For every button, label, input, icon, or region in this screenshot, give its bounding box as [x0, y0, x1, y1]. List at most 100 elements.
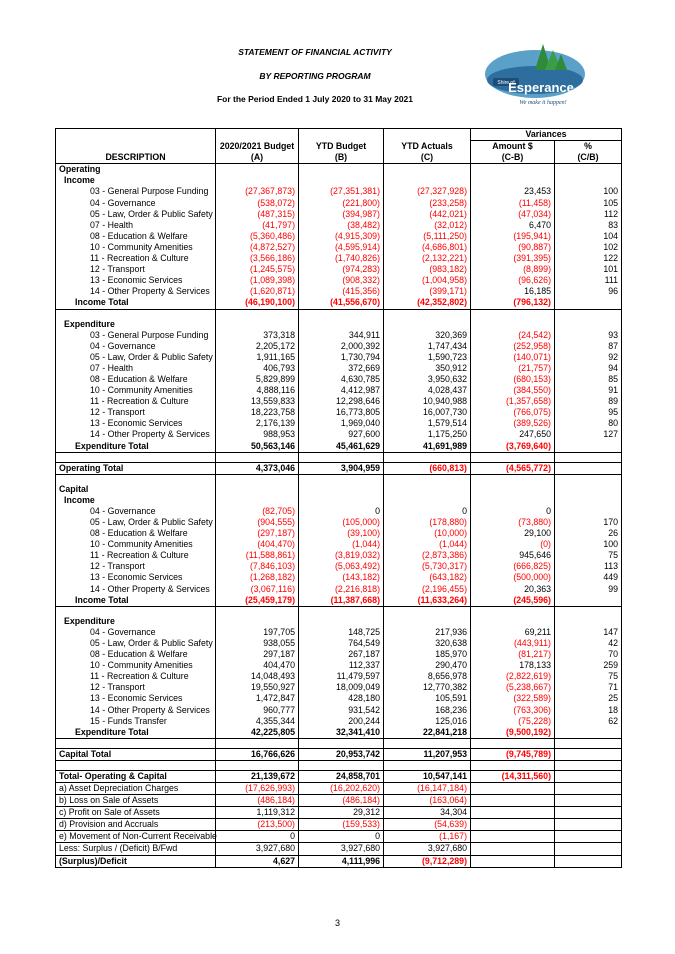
variance-amount-cell: 16,185: [470, 286, 555, 298]
budget-cell: (213,500): [215, 818, 299, 831]
ytd-budget-cell: 0: [298, 830, 384, 843]
row-description: 14 - Other Property & Services: [55, 429, 216, 441]
ytd-actuals-cell: (399,171): [383, 286, 471, 298]
ytd-actuals-cell: (2,873,386): [383, 550, 471, 562]
variance-percent-cell: 94: [554, 362, 622, 374]
budget-cell: 13,559,833: [215, 396, 299, 408]
header-row-columns: 2020/2021 Budget YTD Budget YTD Actuals …: [55, 140, 622, 153]
budget-cell: 4,888,116: [215, 385, 299, 397]
budget-cell: 404,470: [215, 660, 299, 672]
variance-amount-cell: [470, 818, 555, 831]
capital-expenditure-label: Expenditure: [55, 615, 622, 627]
variance-amount-cell: (9,500,192): [470, 726, 555, 739]
variance-amount-cell: (252,958): [470, 340, 555, 352]
variance-amount-cell: (195,941): [470, 230, 555, 242]
ytd-actuals-cell: (10,000): [383, 528, 471, 540]
ytd-budget-cell: 18,009,049: [298, 682, 384, 694]
col-ytd-budget-sub: (B): [298, 152, 384, 165]
table-row: 05 - Law, Order & Public Safety (487,315)…: [55, 208, 622, 220]
ytd-budget-cell: 29,312: [298, 806, 384, 819]
variance-amount-cell: [470, 854, 555, 868]
table-row: 10 - Community Amenities (4,872,527) (4,59…: [55, 241, 622, 254]
ytd-budget-cell: (11,387,668): [298, 594, 384, 607]
row-description: Capital Total: [55, 747, 216, 761]
budget-cell: 373,318: [215, 329, 299, 341]
budget-cell: 14,048,493: [215, 671, 299, 683]
table-row: Less: Surplus / (Deficit) B/Fwd 3,927,680…: [55, 842, 622, 856]
table-row: 05 - Law, Order & Public Safety (904,555)…: [55, 517, 622, 529]
col-percent-sub: (C/B): [554, 152, 622, 165]
row-description: 11 - Recreation & Culture: [55, 396, 216, 408]
row-description: 13 - Economic Services: [55, 418, 216, 430]
ytd-budget-cell: (39,100): [298, 528, 384, 540]
variance-percent-cell: 102: [554, 241, 622, 254]
spacer-row: [55, 738, 622, 749]
budget-cell: (404,470): [215, 539, 299, 551]
budget-cell: 1,472,847: [215, 693, 299, 705]
table-row: 14 - Other Property & Services 960,777 931…: [55, 704, 622, 716]
ytd-budget-cell: 267,187: [298, 649, 384, 661]
ytd-actuals-cell: (2,196,455): [383, 583, 471, 595]
row-description: b) Loss on Sale of Assets: [55, 794, 216, 807]
table-row: 07 - Health 406,793 372,669 350,912 (21,757)…: [55, 362, 622, 374]
variance-percent-cell: [554, 726, 622, 739]
variance-amount-cell: [470, 806, 555, 819]
col-ytd-actuals-header: YTD Actuals: [383, 140, 471, 153]
ytd-actuals-cell: 16,007,730: [383, 407, 471, 419]
ytd-actuals-cell: (27,327,928): [383, 186, 471, 198]
budget-cell: 21,139,672: [215, 769, 299, 783]
variance-percent-cell: 75: [554, 550, 622, 562]
col-ytd-budget-header: YTD Budget: [298, 140, 384, 153]
variance-amount-cell: (500,000): [470, 572, 555, 584]
ytd-budget-cell: (221,800): [298, 197, 384, 209]
ytd-budget-cell: (394,987): [298, 208, 384, 220]
ytd-actuals-cell: 12,770,382: [383, 682, 471, 694]
variance-amount-cell: (2,822,619): [470, 671, 555, 683]
spacer-row: [55, 309, 622, 319]
table-row: 08 - Education & Welfare 297,187 267,187 18…: [55, 649, 622, 661]
capital-expenditure-total-row: Expenditure Total 42,225,805 32,341,410 22,…: [55, 726, 622, 739]
ytd-budget-cell: 4,630,785: [298, 373, 384, 386]
budget-cell: (1,089,398): [215, 275, 299, 287]
ytd-budget-cell: 112,337: [298, 660, 384, 672]
ytd-actuals-cell: 0: [383, 505, 471, 517]
variance-amount-cell: [470, 830, 555, 843]
ytd-budget-cell: 2,000,392: [298, 340, 384, 352]
variance-percent-cell: 42: [554, 637, 622, 650]
variance-percent-cell: 85: [554, 373, 622, 386]
row-description: 10 - Community Amenities: [55, 660, 216, 672]
budget-cell: 297,187: [215, 649, 299, 661]
variance-amount-cell: (75,228): [470, 715, 555, 727]
budget-cell: (17,626,993): [215, 781, 299, 795]
ytd-actuals-cell: 10,547,141: [383, 769, 471, 783]
row-description: 14 - Other Property & Services: [55, 583, 216, 595]
variance-percent-cell: 80: [554, 418, 622, 430]
variance-amount-cell: 0: [470, 505, 555, 517]
row-description: 07 - Health: [55, 362, 216, 374]
row-description: 08 - Education & Welfare: [55, 373, 216, 386]
table-row: 11 - Recreation & Culture 13,559,833 12,29…: [55, 396, 622, 408]
variance-amount-cell: (443,911): [470, 637, 555, 650]
ytd-actuals-cell: 34,304: [383, 806, 471, 819]
row-description: (Surplus)/Deficit: [55, 854, 216, 868]
shire-of-esperance-logo: Shire of Esperance We make it happen!: [485, 44, 585, 106]
variance-percent-cell: [554, 781, 622, 795]
variance-percent-cell: 91: [554, 385, 622, 397]
budget-cell: (538,072): [215, 197, 299, 209]
table-row: 12 - Transport 19,550,927 18,009,049 12,770…: [55, 682, 622, 694]
row-description: c) Profit on Sale of Assets: [55, 806, 216, 819]
variance-amount-cell: (1,357,658): [470, 396, 555, 408]
row-description: 11 - Recreation & Culture: [55, 671, 216, 683]
table-row: 11 - Recreation & Culture (3,566,186) (1,7…: [55, 253, 622, 265]
capital-income-label: Income: [55, 494, 622, 506]
variance-percent-cell: 100: [554, 539, 622, 551]
variance-amount-cell: 29,100: [470, 528, 555, 540]
budget-cell: 4,373,046: [215, 461, 299, 475]
row-description: 10 - Community Amenities: [55, 539, 216, 551]
budget-cell: 2,176,139: [215, 418, 299, 430]
report-title: STATEMENT OF FINANCIAL ACTIVITY: [238, 47, 392, 57]
table-row: 14 - Other Property & Services (1,620,871…: [55, 286, 622, 298]
variance-amount-cell: (81,217): [470, 649, 555, 661]
budget-cell: (41,797): [215, 219, 299, 231]
ytd-actuals-cell: 3,927,680: [383, 842, 471, 856]
